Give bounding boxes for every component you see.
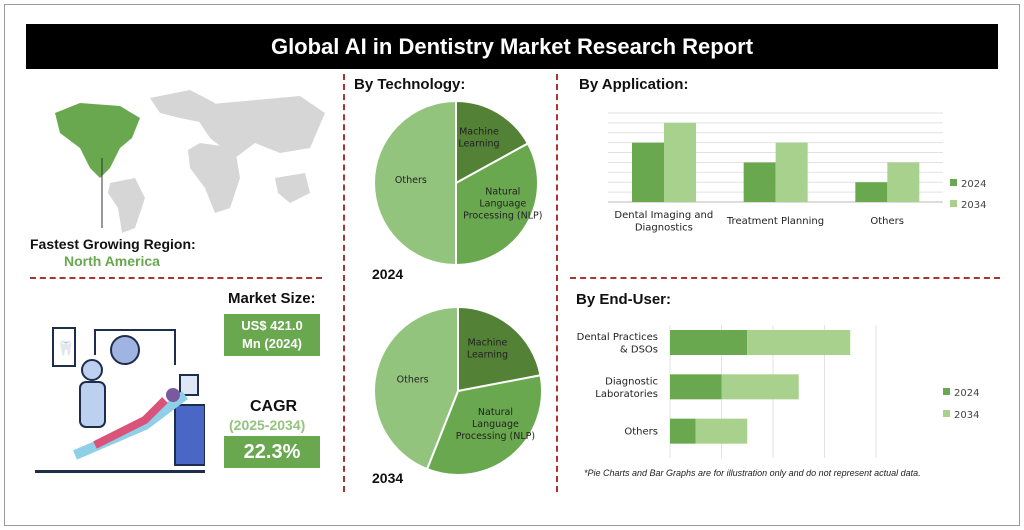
technology-title: By Technology: [354, 76, 466, 93]
divider [343, 74, 345, 492]
category-label: Others [870, 216, 904, 227]
pie-label: Machine Learning [458, 126, 499, 149]
bar-2024 [743, 162, 776, 202]
bar-2034 [664, 122, 696, 202]
divider [556, 74, 558, 492]
application-bar-chart: Dental Imaging and Diagnostics Treatment P… [608, 112, 986, 234]
market-size-box: US$ 421.0 Mn (2024) [224, 314, 320, 356]
bar-2034 [747, 330, 851, 355]
bar-2024 [632, 142, 664, 202]
svg-text:🦷: 🦷 [57, 340, 74, 357]
bar-2024 [670, 330, 748, 355]
category-label: Dental Imaging and Diagnostics [614, 210, 713, 234]
footnote: *Pie Charts and Bar Graphs are for illus… [584, 468, 921, 478]
legend-swatch [950, 200, 957, 207]
bar-2034 [775, 142, 808, 202]
end-user-bar-chart: Dental Practices & DSOs Diagnostic Laborato… [577, 325, 979, 458]
frame [4, 4, 1020, 526]
bar-2024 [855, 182, 888, 202]
pie-slice-others [373, 305, 459, 471]
market-size-label: Market Size: [228, 290, 316, 307]
bar-2034 [695, 418, 748, 444]
pie-year-2024: 2024 [372, 266, 404, 282]
legend-label: 2034 [954, 410, 979, 421]
legend-label: 2024 [961, 179, 986, 190]
north-america-highlight [55, 103, 140, 178]
pie-label: Others [397, 374, 429, 385]
pie-chart-2024: Machine Learning Natural Language Processing… [373, 99, 542, 267]
legend-label: 2024 [954, 388, 979, 399]
pie-slice-natural-language-processing-nlp- [455, 142, 539, 267]
pie-chart-2034: Machine Learning Natural Language Processing… [373, 305, 543, 476]
ai-dentist-illustration: 🦷 [35, 327, 205, 473]
category-label: Diagnostic Laboratories [595, 376, 658, 400]
divider [570, 277, 1000, 279]
cagr-value: 22.3% [224, 436, 320, 468]
pie-slice-machine-learning [457, 305, 542, 393]
category-label: Others [624, 427, 658, 438]
pie-slice-natural-language-processing-nlp- [425, 374, 543, 476]
pie-slice-others [373, 99, 457, 267]
cagr-label: CAGR [250, 398, 298, 415]
cagr-period: (2025-2034) [229, 417, 306, 433]
category-label: Dental Practices & DSOs [577, 332, 658, 356]
bar-2024 [670, 418, 696, 444]
report-title: Global AI in Dentistry Market Research R… [26, 24, 998, 69]
legend-label: 2034 [961, 200, 986, 211]
pie-label: Natural Language Processing (NLP) [463, 187, 542, 222]
market-size-year: Mn (2024) [242, 336, 302, 351]
divider [30, 277, 322, 279]
bar-2034 [721, 374, 799, 400]
legend-swatch [943, 388, 950, 395]
region-label: Fastest Growing Region: [30, 236, 196, 252]
pie-label: Natural Language Processing (NLP) [456, 407, 535, 442]
legend-swatch [943, 410, 950, 417]
region-value: North America [64, 253, 160, 269]
world-map [55, 90, 325, 233]
legend-swatch [950, 179, 957, 186]
pie-label: Others [395, 175, 427, 186]
bar-2024 [670, 374, 722, 400]
bar-2034 [887, 162, 920, 202]
market-size-value: US$ 421.0 [241, 318, 303, 333]
pie-label: Machine Learning [467, 338, 508, 361]
pie-year-2034: 2034 [372, 470, 404, 486]
pie-slice-machine-learning [455, 99, 530, 185]
category-label: Treatment Planning [726, 216, 824, 227]
application-title: By Application: [579, 76, 689, 93]
end-user-title: By End-User: [576, 291, 672, 308]
